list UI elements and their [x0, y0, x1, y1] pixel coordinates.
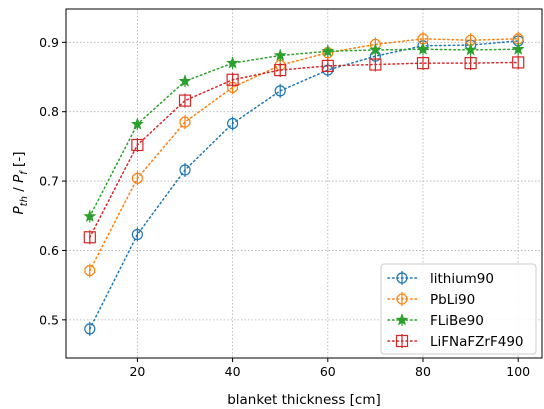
legend-item: lithium90 [387, 271, 494, 287]
data-point [83, 230, 96, 245]
y-tick-label: 0.6 [39, 243, 59, 258]
data-point [321, 58, 334, 73]
data-point [226, 72, 239, 87]
data-point [131, 117, 144, 131]
data-point [416, 56, 430, 71]
x-tick-label: 40 [225, 364, 241, 379]
data-point [84, 321, 96, 336]
data-point [512, 55, 525, 70]
data-point [226, 56, 239, 70]
series-LiFNaFZrF490 [83, 55, 525, 245]
legend-marker [395, 313, 409, 326]
data-point [179, 162, 191, 177]
data-point [131, 137, 144, 152]
data-point [178, 74, 192, 88]
y-tick-label: 0.5 [39, 312, 59, 327]
x-tick-label: 20 [129, 364, 145, 379]
axis-ticks: 20 40 60 80 100 0.5 0.6 0.7 0.8 0.9 [39, 35, 530, 379]
series-line [89, 61, 519, 239]
legend: lithium90 PbLi90 FLiBe90 LiFNaFZrF490 [380, 263, 537, 355]
y-axis-label: Pth / Pf [-] [11, 152, 30, 215]
data-point [321, 44, 335, 58]
x-tick-label: 100 [506, 364, 530, 379]
y-label-base-2: P [11, 174, 27, 183]
x-tick-label: 80 [415, 364, 431, 379]
data-point [227, 116, 239, 131]
legend-label: lithium90 [430, 271, 494, 287]
marker-octagon [179, 116, 191, 128]
series-line [89, 38, 519, 272]
legend-marker [396, 292, 408, 306]
data-point [369, 57, 382, 72]
y-label-separator: / [11, 183, 27, 196]
y-label-unit: [-] [11, 152, 27, 172]
series-line [89, 48, 519, 218]
y-tick-label: 0.9 [39, 35, 59, 50]
data-point [511, 42, 525, 56]
y-label-sub-2: f [19, 170, 30, 175]
marker-octagon [84, 265, 96, 276]
legend-item: FLiBe90 [387, 313, 484, 329]
data-point [464, 56, 477, 71]
data-point [274, 63, 287, 78]
y-label-base-1: P [11, 205, 27, 214]
legend-marker [395, 334, 409, 348]
marker-octagon [417, 33, 429, 45]
series-lines [83, 31, 525, 336]
y-tick-label: 0.8 [39, 104, 59, 119]
data-point [83, 209, 97, 223]
legend-item: LiFNaFZrF490 [387, 334, 524, 350]
data-point [179, 115, 191, 130]
data-point [178, 93, 192, 108]
x-axis-label: blanket thickness [cm] [227, 392, 381, 408]
data-point [369, 43, 382, 56]
legend-label: FLiBe90 [430, 313, 484, 329]
data-point [132, 171, 143, 186]
legend-box [380, 263, 537, 355]
data-point [464, 43, 477, 56]
x-tick-label: 60 [320, 364, 336, 379]
data-point [273, 48, 287, 62]
marker-octagon [512, 33, 524, 45]
series-FLiBe90 [83, 42, 525, 223]
plot-frame [65, 8, 543, 359]
data-point [274, 83, 286, 98]
data-point [131, 227, 143, 242]
legend-marker [396, 271, 408, 285]
legend-label: LiFNaFZrF490 [430, 334, 524, 350]
legend-item: PbLi90 [387, 292, 475, 308]
series-line [89, 40, 519, 330]
legend-label: PbLi90 [430, 292, 475, 308]
y-tick-label: 0.7 [39, 174, 59, 189]
y-label-sub-1: th [19, 196, 30, 206]
marker-octagon [132, 172, 143, 184]
data-point [84, 263, 96, 278]
data-point [416, 42, 430, 56]
marker-octagon [396, 293, 408, 305]
